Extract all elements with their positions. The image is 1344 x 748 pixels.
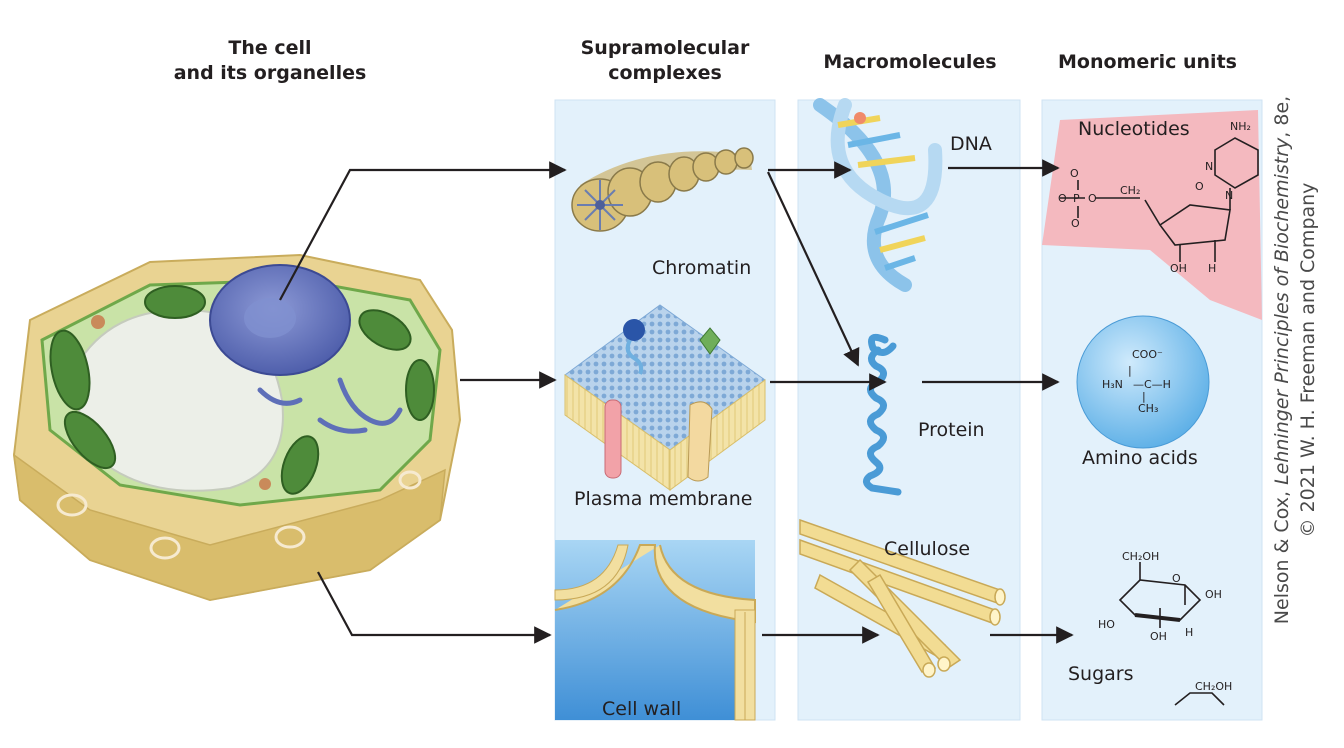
chloroplasts <box>49 285 435 495</box>
credit-book-title: Lehninger Principles of Biochemistry <box>1271 137 1293 485</box>
cell-wall-illustration <box>554 540 756 721</box>
credit-citation: Nelson & Cox, Lehninger Principles of Bi… <box>1269 96 1295 624</box>
svg-text:|: | <box>1128 364 1132 377</box>
svg-text:N: N <box>1225 189 1233 202</box>
arrow-cell-to-cellwall <box>317 571 552 644</box>
svg-text:CH₂OH: CH₂OH <box>1122 550 1159 563</box>
svg-text:OH: OH <box>1150 630 1167 643</box>
svg-text:H: H <box>1208 262 1216 275</box>
chromatin-illustration <box>571 147 754 232</box>
sugar-atom-labels: CH₂OH O OH HO OH H CH₂OH <box>1098 550 1232 693</box>
svg-text:H₃N: H₃N <box>1102 378 1123 391</box>
header-macromolecules: Macromolecules <box>823 51 997 73</box>
svg-text:NH₂: NH₂ <box>1230 120 1251 133</box>
wall-pit-rings <box>56 470 422 560</box>
amino-acid-sphere <box>1076 315 1210 449</box>
svg-text:O: O <box>1071 217 1080 230</box>
nucleotide-highlight <box>1042 110 1262 320</box>
nucleotide-atom-labels: O O P O O CH₂ OH H NH₂ N N O <box>1058 120 1251 275</box>
label-protein: Protein <box>918 419 985 441</box>
plasma-membrane-illustration <box>564 304 766 491</box>
header-supramolecular: Supramolecular complexes <box>560 36 770 86</box>
label-cellulose: Cellulose <box>884 538 971 560</box>
label-sugars: Sugars <box>1068 663 1134 685</box>
amino-acid-structure: COO⁻ H₃N —C—H CH₃ | | <box>1102 348 1171 415</box>
arrow-chromatin-to-protein <box>767 171 860 367</box>
svg-text:O: O <box>1088 192 1097 205</box>
label-chromatin: Chromatin <box>652 257 752 279</box>
sugar-structure <box>1118 562 1225 706</box>
svg-text:CH₃: CH₃ <box>1138 402 1158 415</box>
label-cell-wall: Cell wall <box>602 698 682 720</box>
svg-text:O: O <box>1058 192 1067 205</box>
credit-line: Nelson & Cox, Lehninger Principles of Bi… <box>1255 20 1335 700</box>
header-cell: The cell and its organelles <box>150 36 390 86</box>
svg-text:CH₂: CH₂ <box>1120 184 1140 197</box>
svg-text:O: O <box>1172 572 1181 585</box>
label-amino-acids: Amino acids <box>1082 447 1198 469</box>
credit-authors: Nelson & Cox, <box>1271 484 1293 625</box>
svg-text:HO: HO <box>1098 618 1115 631</box>
label-nucleotides: Nucleotides <box>1078 118 1190 140</box>
header-cell-line2: and its organelles <box>173 62 367 84</box>
svg-text:CH₂OH: CH₂OH <box>1195 680 1232 693</box>
svg-text:O: O <box>1195 180 1204 193</box>
svg-text:H: H <box>1185 626 1193 639</box>
header-supramolecular-line1: Supramolecular <box>580 37 750 59</box>
header-cell-line1: The cell <box>228 37 312 59</box>
svg-text:OH: OH <box>1205 588 1222 601</box>
arrow-nucleus-to-chromatin <box>279 161 567 301</box>
svg-text:O: O <box>1070 167 1079 180</box>
credit-edition: , 8e, <box>1271 95 1293 138</box>
svg-text:OH: OH <box>1170 262 1187 275</box>
dna-illustration <box>813 98 943 292</box>
svg-text:|: | <box>1142 390 1146 403</box>
header-monomeric: Monomeric units <box>1058 51 1237 73</box>
cellulose-illustration <box>799 518 1006 678</box>
plant-cell-illustration <box>12 253 462 602</box>
svg-text:N: N <box>1205 160 1213 173</box>
svg-text:COO⁻: COO⁻ <box>1132 348 1163 361</box>
label-plasma-membrane: Plasma membrane <box>574 488 753 510</box>
credit-publisher: © 2021 W. H. Freeman and Company <box>1297 182 1319 538</box>
arrows <box>279 159 1074 644</box>
svg-text:—C—H: —C—H <box>1133 378 1171 391</box>
svg-text:P: P <box>1073 192 1080 205</box>
nucleotide-structure <box>1060 137 1259 262</box>
label-dna: DNA <box>950 133 992 155</box>
header-supramolecular-line2: complexes <box>608 62 722 84</box>
